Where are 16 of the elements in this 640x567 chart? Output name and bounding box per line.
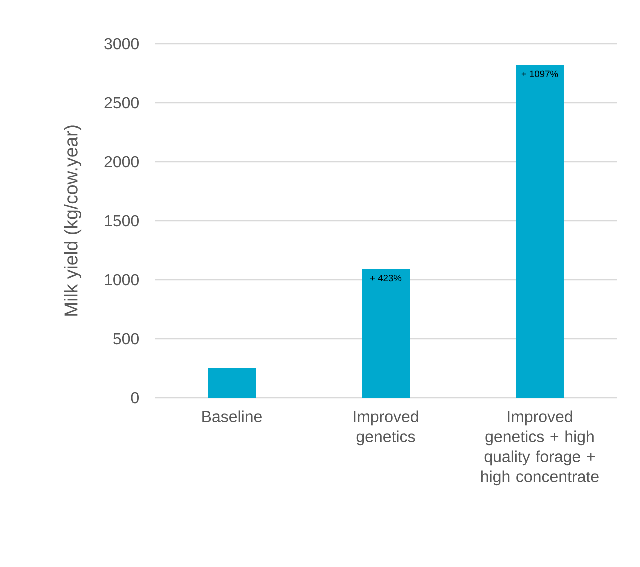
y-axis-title: Milk yield (kg/cow.year) (64, 126, 82, 316)
bar (208, 368, 256, 398)
y-tick-label: 1000 (105, 274, 139, 286)
annotation: + 423% (370, 274, 402, 282)
bar (362, 269, 410, 398)
annotation: + 1097% (522, 70, 558, 78)
bar (516, 65, 564, 398)
y-tick-label: 1500 (105, 215, 139, 227)
x-tick-label: Improved genetics (354, 410, 418, 446)
y-tick-label: 0 (131, 392, 140, 404)
y-tick-label: 3000 (104, 38, 139, 50)
x-tick-label: Baseline (202, 410, 262, 422)
y-tick-label: 500 (114, 333, 139, 345)
y-tick-label: 2500 (104, 97, 139, 109)
x-tick-label: Improved genetics + high quality forage + high concentrate (482, 410, 599, 486)
y-tick-label: 2000 (104, 156, 139, 168)
